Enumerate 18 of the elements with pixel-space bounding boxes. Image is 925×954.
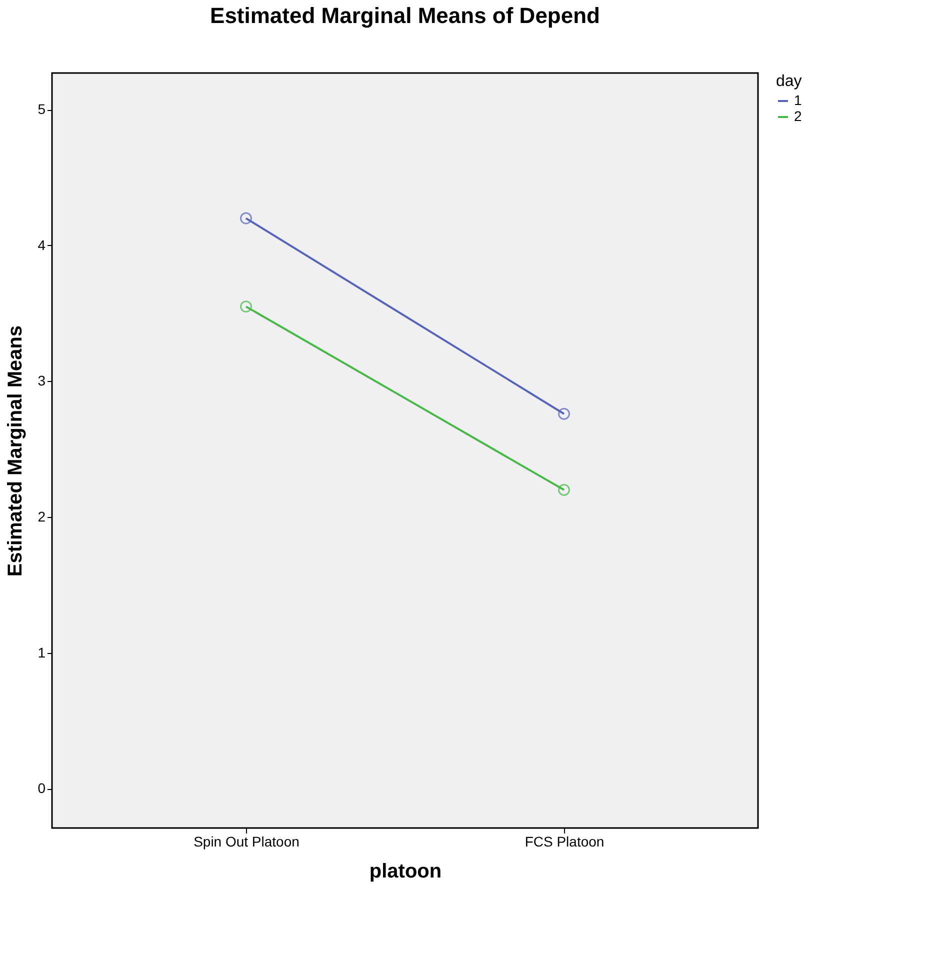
chart-title: Estimated Marginal Means of Depend xyxy=(210,3,600,28)
legend-label: 2 xyxy=(794,108,802,124)
y-tick-label: 5 xyxy=(38,101,46,118)
x-tick-label: Spin Out Platoon xyxy=(194,834,300,850)
legend-label: 1 xyxy=(794,92,802,108)
legend-title: day xyxy=(776,73,802,90)
y-tick-label: 3 xyxy=(38,372,46,389)
y-axis-title: Estimated Marginal Means xyxy=(4,325,27,577)
point xyxy=(558,408,570,420)
point xyxy=(558,484,570,496)
y-tick-label: 1 xyxy=(38,644,46,660)
y-tick-label: 0 xyxy=(38,780,46,796)
y-tick-label: 2 xyxy=(38,508,46,525)
y-tick-label: 4 xyxy=(38,236,46,253)
x-axis-title: platoon xyxy=(369,860,442,882)
x-tick-label: FCS Platoon xyxy=(524,834,604,850)
point xyxy=(240,212,252,224)
point xyxy=(240,300,252,313)
